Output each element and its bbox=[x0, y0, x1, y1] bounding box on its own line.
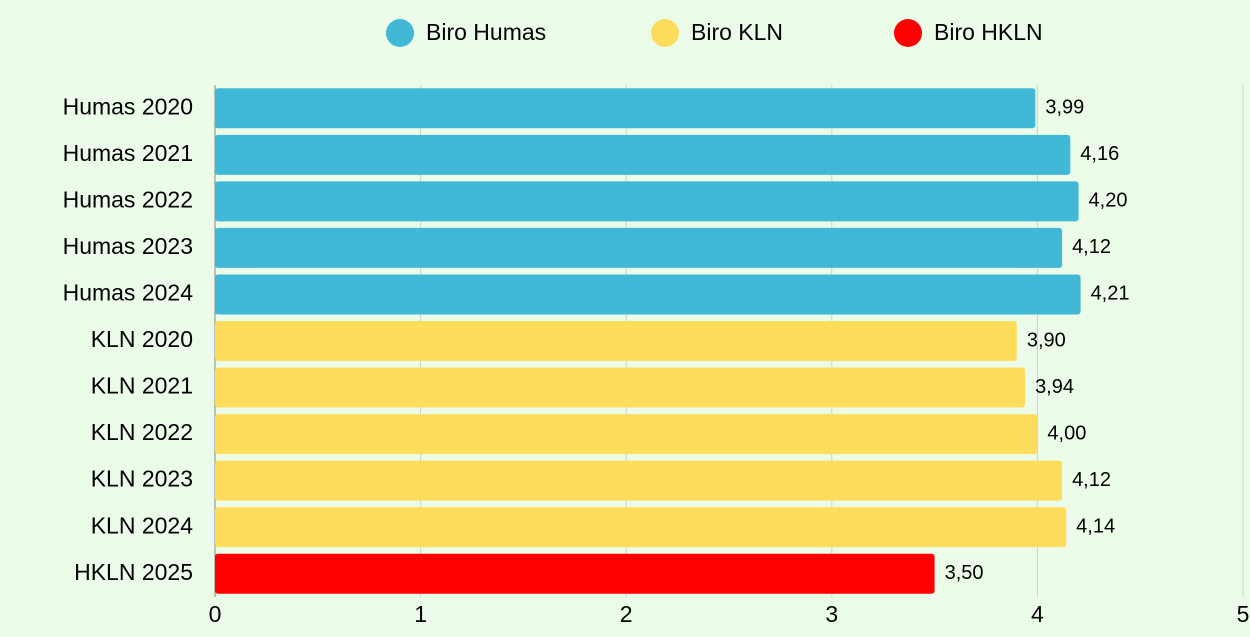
value-label: 3,94 bbox=[1035, 376, 1074, 398]
value-label: 4,00 bbox=[1047, 422, 1086, 444]
x-tick-label: 5 bbox=[1237, 601, 1250, 627]
value-label: 4,12 bbox=[1072, 469, 1111, 491]
y-tick-label: KLN 2023 bbox=[91, 466, 193, 492]
legend-swatch bbox=[651, 19, 679, 47]
bar bbox=[215, 460, 1063, 501]
legend-label: Biro Humas bbox=[426, 19, 546, 45]
y-tick-label: KLN 2022 bbox=[91, 419, 193, 445]
x-tick-label: 0 bbox=[209, 601, 222, 627]
value-label: 4,16 bbox=[1080, 143, 1119, 165]
bar bbox=[215, 367, 1026, 408]
bar bbox=[215, 553, 935, 594]
bar bbox=[215, 88, 1036, 129]
value-label: 3,50 bbox=[945, 562, 984, 584]
legend-swatch bbox=[386, 19, 414, 47]
x-tick-label: 3 bbox=[825, 601, 838, 627]
value-label: 4,21 bbox=[1091, 283, 1130, 305]
bar bbox=[215, 507, 1067, 548]
y-tick-label: Humas 2021 bbox=[63, 140, 193, 166]
legend-label: Biro KLN bbox=[691, 19, 783, 45]
y-tick-label: Humas 2020 bbox=[63, 93, 193, 119]
value-label: 4,20 bbox=[1089, 190, 1128, 212]
legend-label: Biro HKLN bbox=[934, 19, 1043, 45]
value-label: 4,12 bbox=[1072, 236, 1111, 258]
y-tick-label: KLN 2024 bbox=[91, 512, 194, 538]
x-tick-label: 1 bbox=[414, 601, 427, 627]
bar bbox=[215, 181, 1079, 222]
value-label: 4,14 bbox=[1076, 515, 1115, 537]
y-tick-label: KLN 2020 bbox=[91, 326, 193, 352]
value-label: 3,99 bbox=[1045, 97, 1084, 119]
value-label: 3,90 bbox=[1027, 329, 1066, 351]
legend-swatch bbox=[894, 19, 922, 47]
bar bbox=[215, 321, 1017, 361]
y-tick-label: Humas 2024 bbox=[63, 280, 194, 306]
y-tick-label: Humas 2022 bbox=[63, 186, 193, 212]
y-tick-label: HKLN 2025 bbox=[74, 559, 193, 585]
x-tick-label: 2 bbox=[620, 601, 633, 627]
y-tick-label: Humas 2023 bbox=[63, 233, 193, 259]
bar bbox=[215, 414, 1038, 455]
bar bbox=[215, 227, 1063, 268]
y-tick-label: KLN 2021 bbox=[91, 373, 193, 399]
bar bbox=[215, 274, 1081, 315]
x-tick-label: 4 bbox=[1031, 601, 1044, 627]
bar bbox=[215, 134, 1071, 175]
